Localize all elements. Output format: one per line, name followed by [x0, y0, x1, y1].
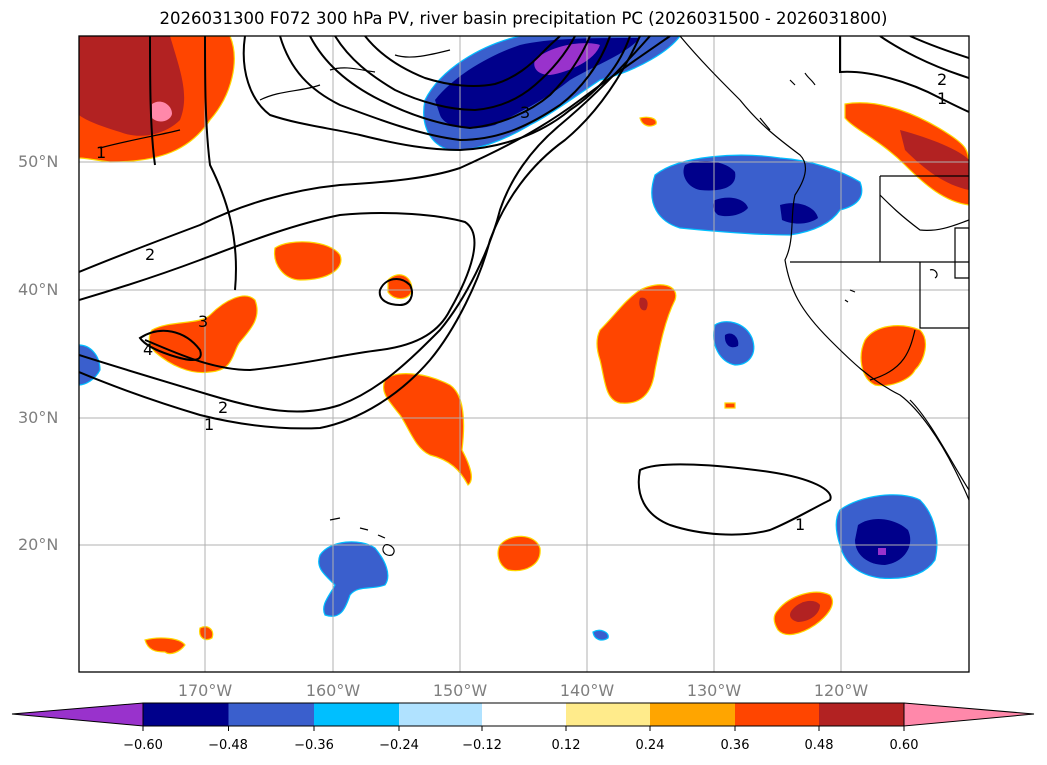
- lon-label: 130°W: [686, 681, 742, 700]
- colorbar-tick: −0.12: [462, 738, 502, 753]
- map-title: 2026031300 F072 300 hPa PV, river basin …: [159, 9, 888, 28]
- colorbar-tick: 0.48: [804, 738, 834, 753]
- contour-label: 2: [218, 398, 228, 417]
- lon-label: 170°W: [177, 681, 233, 700]
- colorbar-tick: −0.24: [379, 738, 419, 753]
- colorbar: [11, 702, 1035, 731]
- contour-label: 1: [795, 515, 805, 534]
- lon-label: 120°W: [813, 681, 869, 700]
- lat-label: 20°N: [18, 535, 59, 554]
- contour-label: 1: [96, 143, 106, 162]
- colorbar-tick: 0.12: [551, 738, 581, 753]
- graticule: [79, 36, 969, 672]
- lat-label: 40°N: [18, 280, 59, 299]
- colorbar-tick: 0.24: [635, 738, 665, 753]
- contour-label: 2: [937, 70, 947, 89]
- map-frame: [78, 35, 970, 673]
- pv-contours: [79, 36, 969, 536]
- lon-label: 140°W: [559, 681, 615, 700]
- colorbar-tick: 0.36: [720, 738, 750, 753]
- contour-label: 1: [937, 89, 947, 108]
- warm-anomaly-ne: [844, 102, 969, 206]
- lat-label: 50°N: [18, 152, 59, 171]
- lat-label: 30°N: [18, 408, 59, 427]
- contour-label: 3: [520, 103, 530, 122]
- lon-label: 160°W: [305, 681, 361, 700]
- contour-label: 3: [198, 312, 208, 331]
- colorbar-tick: −0.48: [208, 738, 248, 753]
- lon-label: 150°W: [432, 681, 488, 700]
- pv-contour-labels: 1 2 3 4 1 2 3 1 2 1: [96, 70, 947, 534]
- coastlines: [99, 36, 969, 556]
- contour-label: 2: [145, 245, 155, 264]
- colorbar-tick: 0.60: [889, 738, 919, 753]
- contour-label: 1: [204, 415, 214, 434]
- precip-shading: [79, 36, 969, 655]
- colorbar-tick: −0.36: [294, 738, 334, 753]
- contour-label: 4: [143, 340, 153, 359]
- colorbar-tick: −0.60: [123, 738, 163, 753]
